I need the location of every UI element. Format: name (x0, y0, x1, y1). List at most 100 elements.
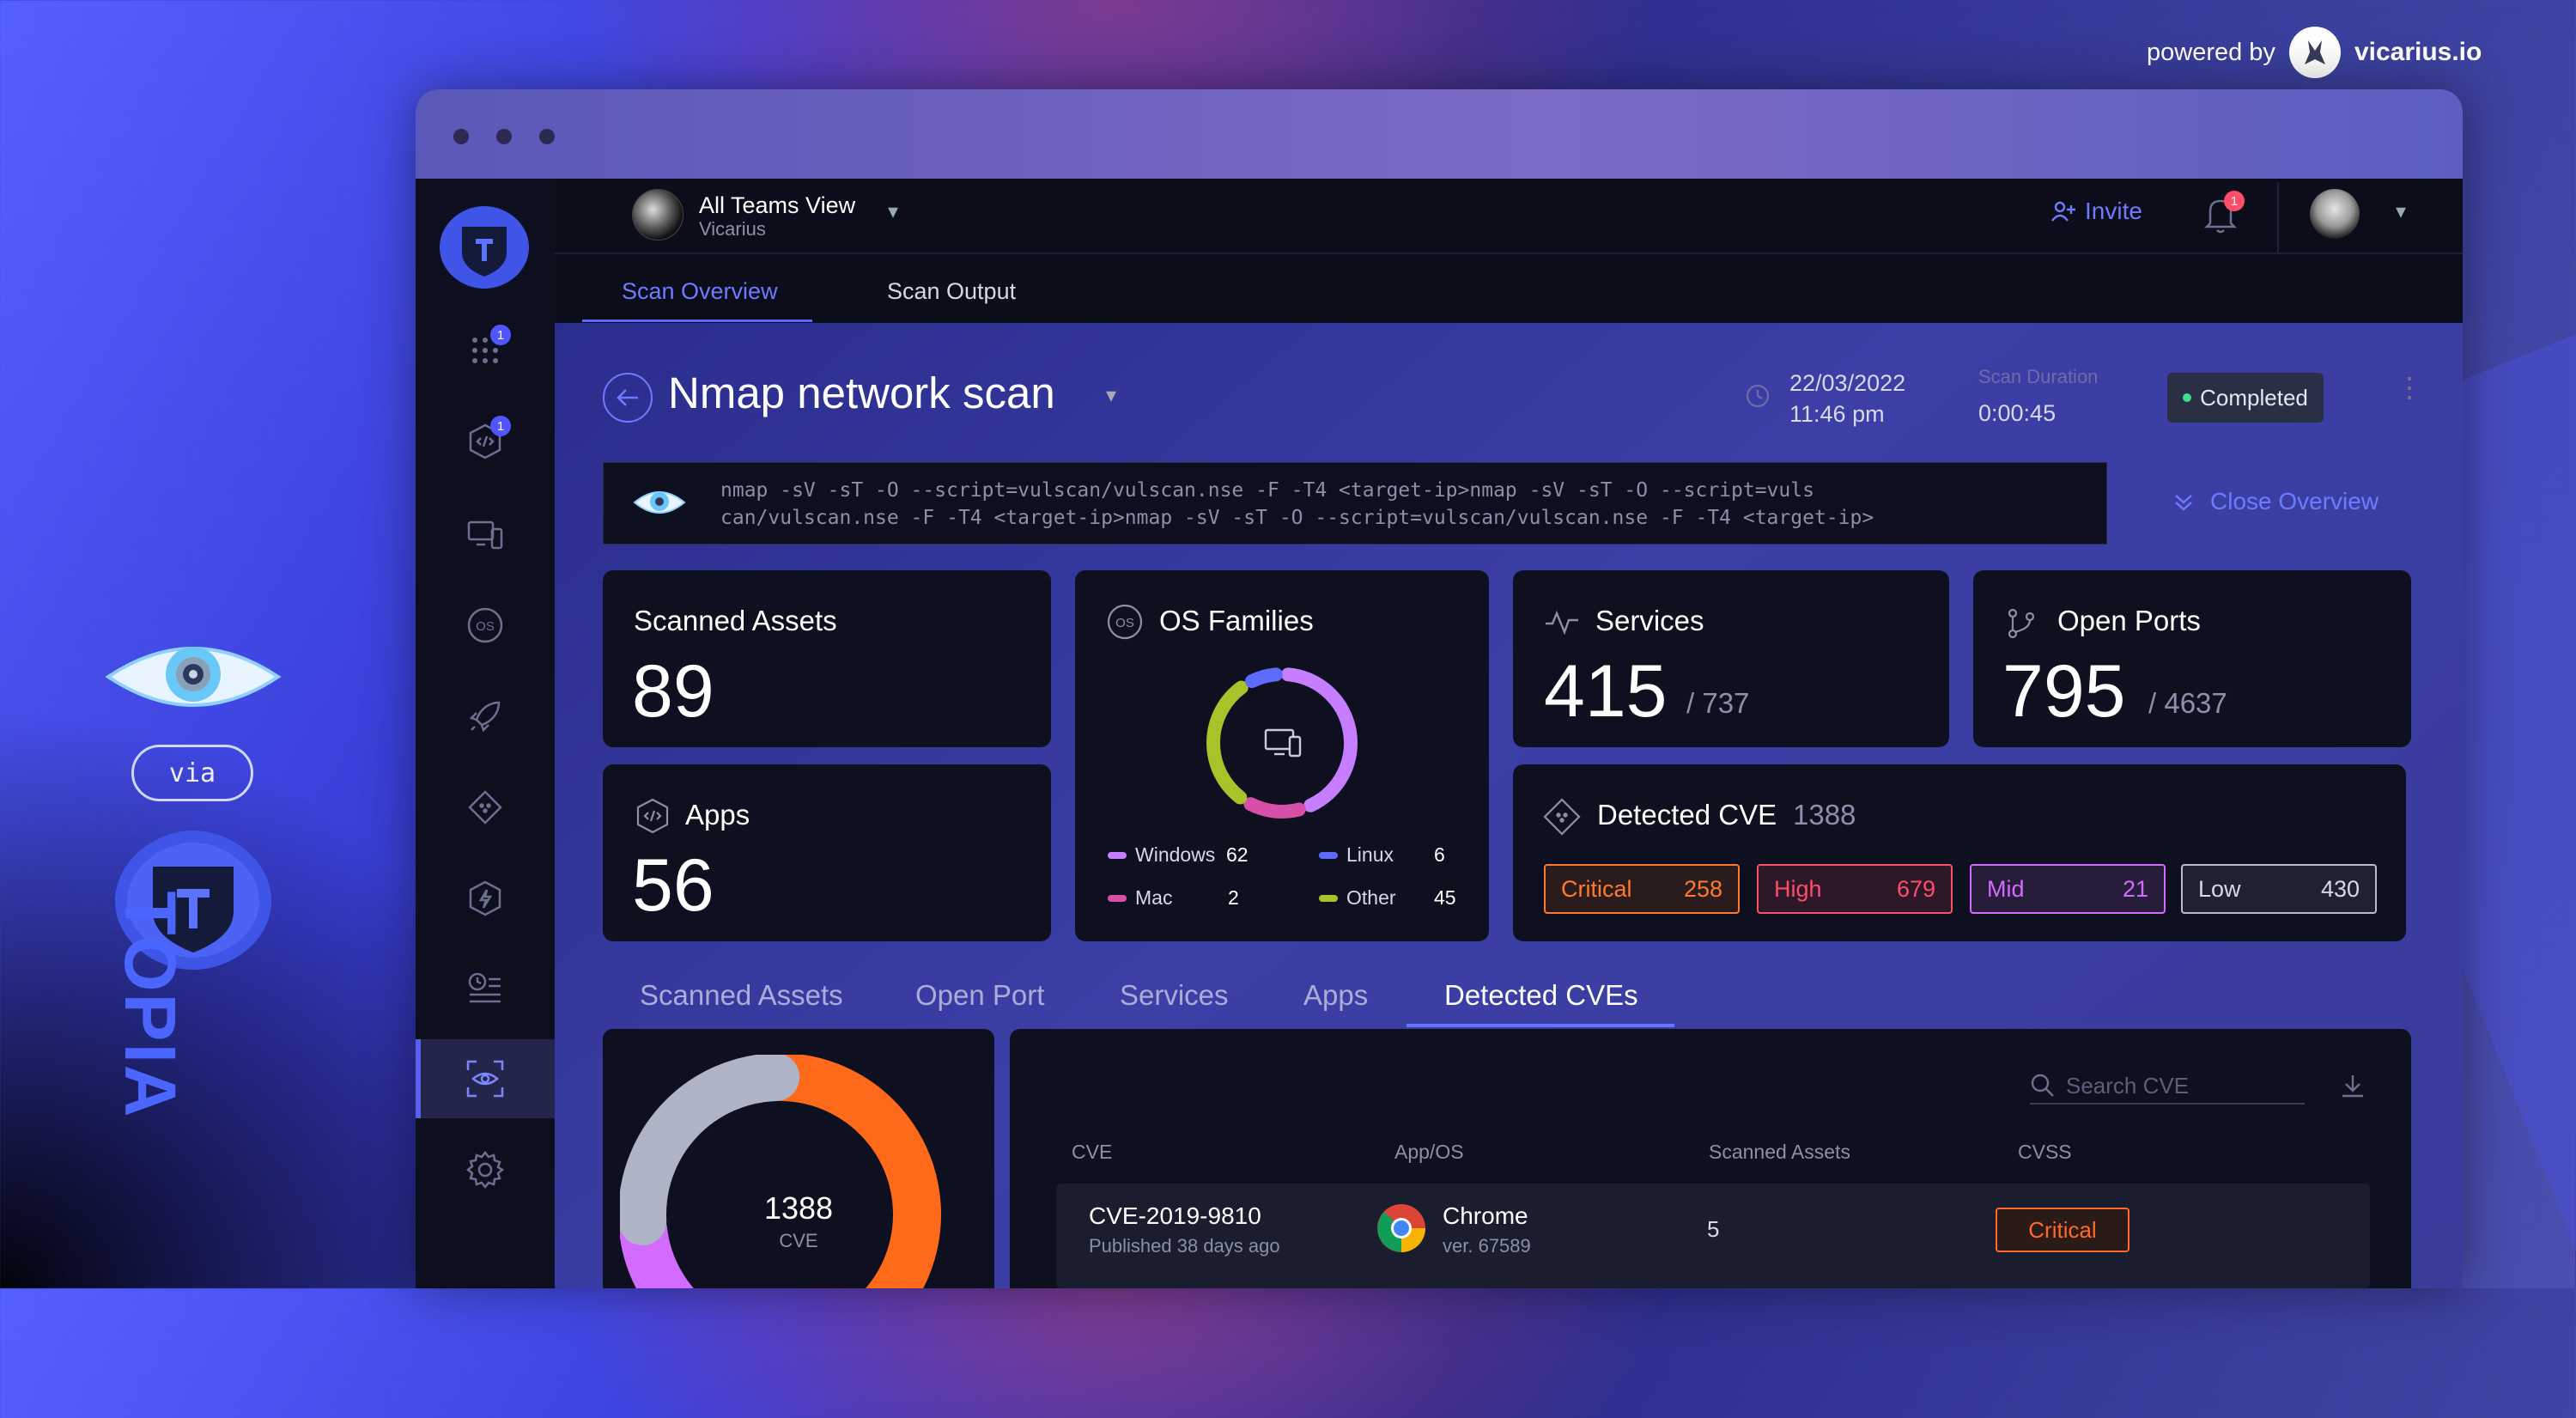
severity-mid-value: 21 (2122, 875, 2148, 902)
duration-label: Scan Duration (1978, 366, 2099, 387)
clock-icon (1746, 384, 1770, 408)
sidebar-dashboard-icon[interactable]: 1 (459, 325, 511, 376)
sidebar-settings-icon[interactable] (459, 1144, 511, 1196)
severity-low[interactable]: Low 430 (2181, 864, 2377, 914)
os-families-title: OS Families (1159, 605, 1314, 636)
search-field[interactable]: Search CVE (2030, 1068, 2305, 1105)
chevron-down-icon[interactable]: ▾ (888, 200, 899, 223)
team-avatar[interactable] (632, 189, 683, 240)
apps-card[interactable]: Apps 56 (603, 764, 1051, 941)
window-titlebar (416, 89, 2463, 179)
window-minimize-dot[interactable] (496, 129, 512, 144)
column-header-cvss[interactable]: CVSS (2018, 1141, 2072, 1163)
app-version: ver. 67589 (1443, 1235, 1531, 1257)
os-donut-chart[interactable] (1200, 661, 1364, 825)
legend-windows-value: 62 (1226, 843, 1249, 866)
window-maximize-dot[interactable] (539, 129, 555, 144)
sidebar-os-icon[interactable]: OS (459, 599, 511, 651)
open-ports-title: Open Ports (2057, 605, 2201, 636)
sidebar-shield-icon[interactable] (459, 873, 511, 924)
cve-critical-segment[interactable] (723, 1055, 941, 1288)
os-mac-segment[interactable] (1243, 797, 1306, 819)
sidebar-active-indicator (416, 1039, 555, 1118)
sidebar-scan-eye-icon[interactable] (459, 1053, 511, 1105)
scanned-assets-card[interactable]: Scanned Assets 89 (603, 570, 1051, 747)
subtab-scanned-assets[interactable]: Scanned Assets (640, 979, 843, 1011)
detected-cve-title: Detected CVE (1597, 799, 1777, 831)
severity-critical[interactable]: Critical 258 (1544, 864, 1740, 914)
legend-linux-value: 6 (1434, 843, 1445, 866)
services-card[interactable]: Services 415 / 737 (1513, 570, 1949, 747)
download-icon[interactable] (2339, 1072, 2366, 1099)
cve-published: Published 38 days ago (1089, 1235, 1280, 1257)
severity-mid-label: Mid (1987, 875, 2025, 902)
cve-donut-card: 1388 CVE (603, 1029, 994, 1288)
column-header-scanned-assets[interactable]: Scanned Assets (1709, 1141, 1850, 1163)
more-options-icon[interactable]: ⋮ (2396, 372, 2423, 403)
severity-low-value: 430 (2320, 875, 2360, 902)
user-menu-chevron-icon[interactable]: ▾ (2396, 200, 2407, 223)
cve-table-card: Search CVE CVE App/OS Scanned Assets CVS… (1010, 1029, 2411, 1288)
sidebar-logo-icon[interactable] (438, 204, 531, 290)
table-row[interactable]: CVE-2019-9810 Published 38 days ago Chro… (1056, 1184, 2370, 1288)
bell-icon[interactable] (2203, 196, 2238, 234)
back-button[interactable] (603, 373, 653, 423)
close-overview-button[interactable]: Close Overview (2172, 488, 2379, 515)
detected-cve-total: 1388 (1793, 799, 1856, 831)
monitor-icon (1264, 728, 1302, 758)
notification-badge: 1 (2224, 191, 2245, 211)
topia-wordmark: TOPIA (110, 891, 191, 1119)
legend-other-swatch (1319, 894, 1338, 902)
severity-high-label: High (1774, 875, 1822, 902)
tab-scan-output[interactable]: Scan Output (887, 278, 1017, 304)
sidebar-patch-icon[interactable] (459, 782, 511, 833)
cvss-badge: Critical (1996, 1208, 2129, 1252)
cve-low-segment[interactable] (620, 1055, 800, 1245)
invite-button[interactable]: Invite (2050, 198, 2142, 225)
subtab-detected-cves[interactable]: Detected CVEs (1444, 979, 1638, 1011)
sidebar-devices-icon[interactable] (459, 510, 511, 562)
sidebar-rocket-icon[interactable] (459, 691, 511, 742)
subtab-services[interactable]: Services (1120, 979, 1229, 1011)
powered-by-label: powered by (2147, 38, 2275, 66)
os-windows-segment[interactable] (1281, 667, 1358, 812)
severity-high[interactable]: High 679 (1757, 864, 1953, 914)
user-avatar[interactable] (2310, 189, 2360, 239)
subtab-active-underline (1406, 1024, 1674, 1027)
window-close-dot[interactable] (453, 129, 469, 144)
status-badge: Completed (2167, 373, 2324, 423)
company-name[interactable]: vicarius.io (2354, 38, 2482, 66)
topbar-divider (2277, 182, 2279, 253)
command-line-2: can/vulscan.nse -F -T4 <target-ip>nmap -… (720, 507, 1874, 529)
column-header-cve[interactable]: CVE (1072, 1141, 1113, 1163)
sidebar-code-icon[interactable]: 1 (459, 416, 511, 467)
team-name[interactable]: All Teams View (699, 192, 856, 218)
scanned-assets-value: 89 (632, 650, 714, 733)
apps-value: 56 (632, 844, 714, 927)
topbar-separator (555, 253, 2463, 254)
sidebar-reports-icon[interactable] (459, 964, 511, 1015)
legend-other: Other (1319, 886, 1396, 910)
services-total: / 737 (1686, 687, 1750, 719)
legend-linux-label: Linux (1346, 843, 1394, 866)
severity-critical-label: Critical (1561, 875, 1632, 902)
os-icon: OS (1107, 604, 1143, 640)
command-text[interactable]: nmap -sV -sT -O --script=vulscan/vulscan… (720, 477, 2077, 532)
detected-cve-card[interactable]: Detected CVE 1388 (1513, 764, 2406, 941)
os-other-segment[interactable] (1206, 680, 1249, 805)
os-linux-segment[interactable] (1245, 667, 1283, 689)
close-overview-label: Close Overview (2210, 488, 2379, 514)
tab-scan-overview[interactable]: Scan Overview (622, 278, 778, 304)
severity-mid[interactable]: Mid 21 (1970, 864, 2166, 914)
os-families-card[interactable]: OS OS Families Windows 62 Linux 6 Mac 2 … (1075, 570, 1489, 941)
cve-donut-chart[interactable] (620, 1055, 981, 1288)
svg-text:OS: OS (1115, 616, 1134, 630)
code-badge: 1 (490, 416, 511, 436)
cve-id[interactable]: CVE-2019-9810 (1089, 1202, 1261, 1229)
activity-icon (1546, 610, 1578, 636)
open-ports-card[interactable]: Open Ports 795 / 4637 (1973, 570, 2411, 747)
column-header-app-os[interactable]: App/OS (1394, 1141, 1464, 1163)
subtab-apps[interactable]: Apps (1303, 979, 1369, 1011)
title-dropdown-icon[interactable]: ▾ (1106, 384, 1117, 407)
subtab-open-port[interactable]: Open Port (915, 979, 1045, 1011)
